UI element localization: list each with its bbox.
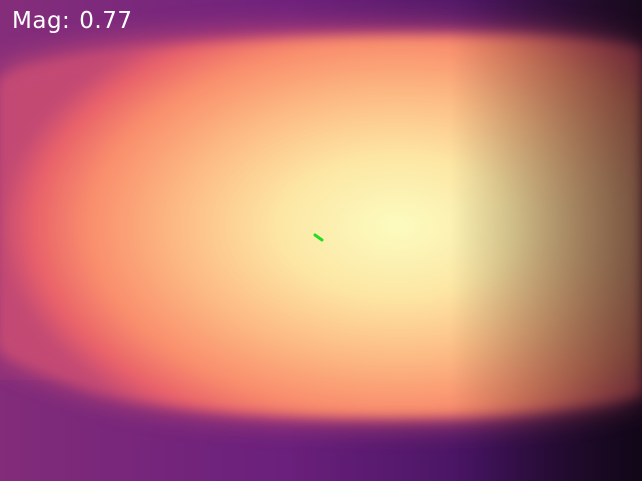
target-marker [313, 233, 324, 242]
magnitude-readout: Mag: 0.77 [12, 6, 133, 36]
magnitude-label: Mag: [12, 8, 71, 34]
magnitude-value: 0.77 [79, 8, 133, 34]
